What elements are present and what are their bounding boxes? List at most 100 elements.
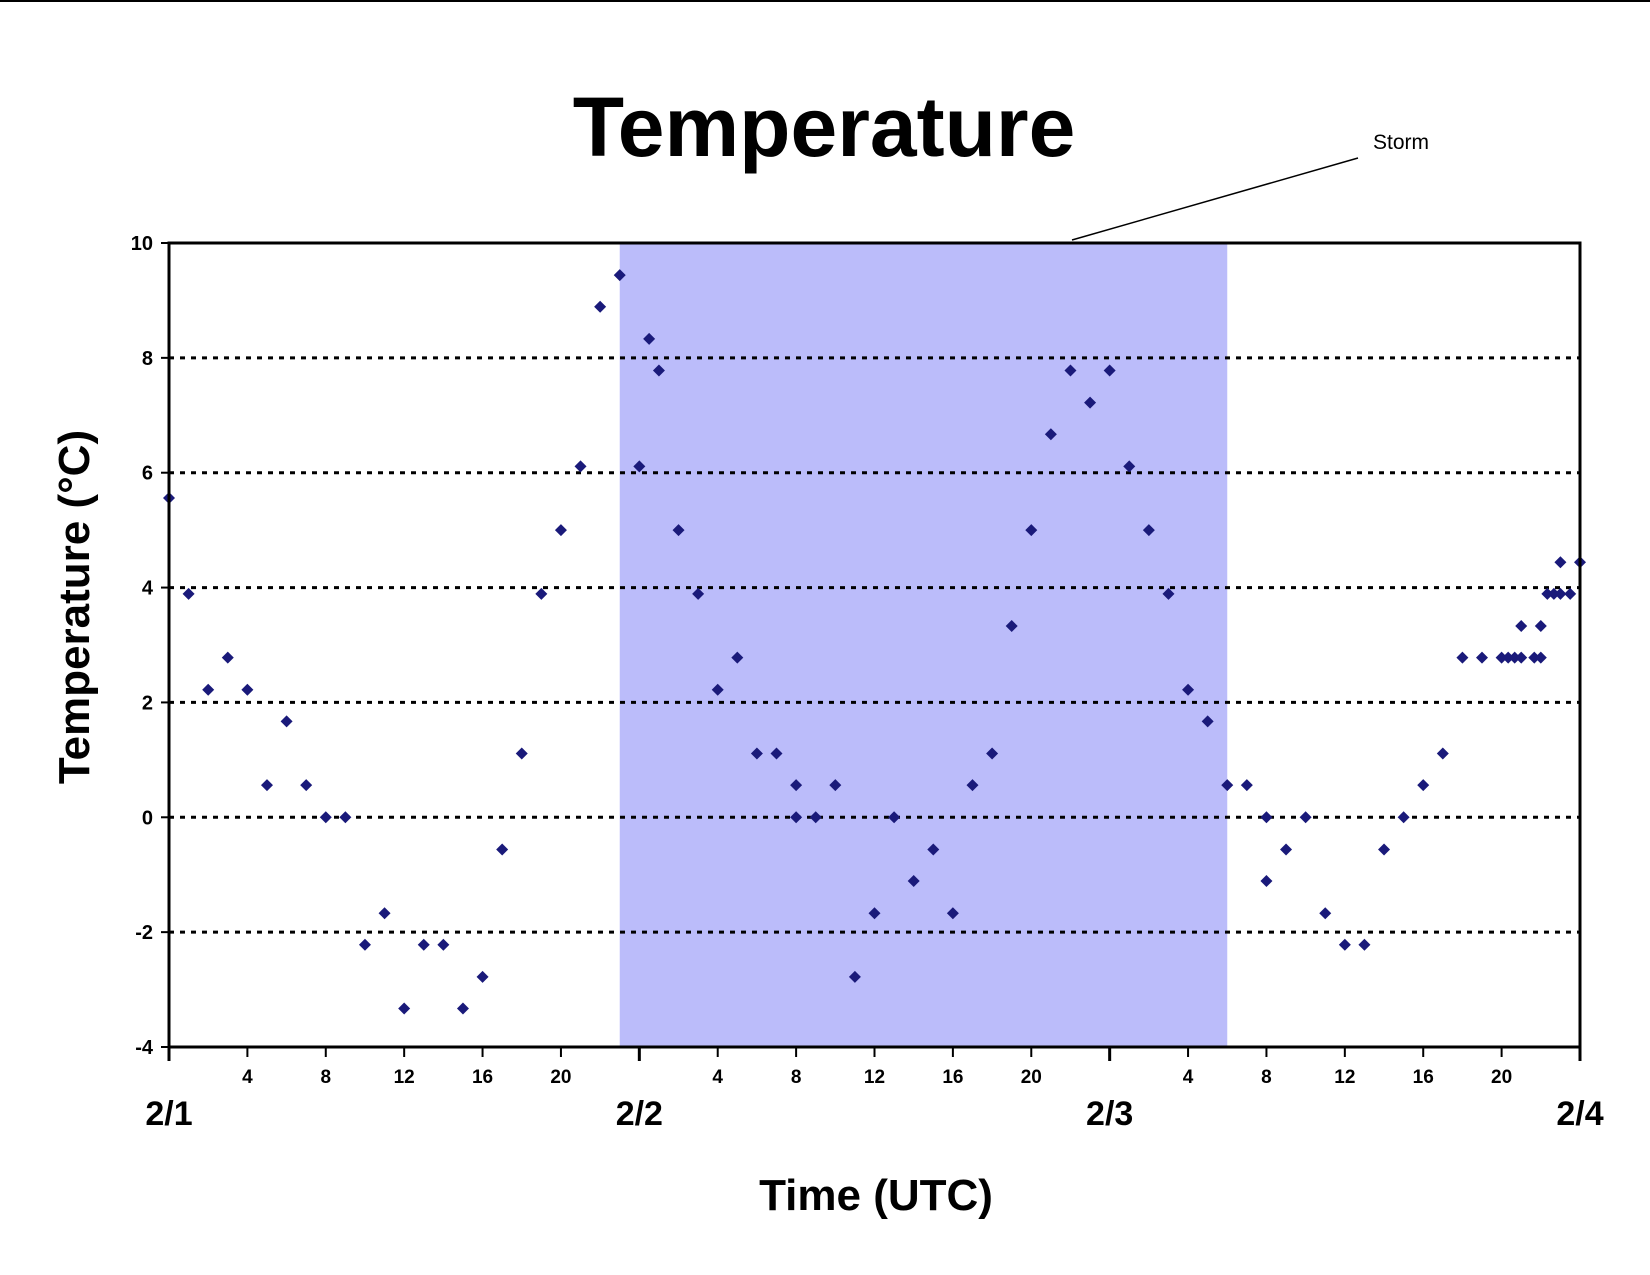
data-point: [1554, 556, 1567, 569]
data-point: [790, 779, 803, 792]
data-point: [1495, 651, 1508, 664]
x-tick-label: 12: [1334, 1067, 1355, 1088]
data-point: [711, 683, 724, 696]
data-points: [163, 269, 1586, 1015]
data-point: [829, 779, 842, 792]
data-point: [613, 269, 626, 282]
data-point: [1541, 587, 1554, 600]
data-point: [398, 1002, 411, 1015]
data-point: [358, 938, 371, 951]
data-point: [437, 938, 450, 951]
top-border-line: [0, 0, 1650, 2]
data-point: [1162, 587, 1175, 600]
x-tick-label: 20: [550, 1067, 571, 1088]
x-day-label: 2/3: [1086, 1095, 1133, 1133]
data-point: [927, 843, 940, 856]
data-point: [1103, 364, 1116, 377]
data-point: [907, 875, 920, 888]
x-tick-label: 20: [1021, 1067, 1042, 1088]
data-point: [643, 332, 656, 345]
data-point: [339, 811, 352, 824]
data-point: [1436, 747, 1449, 760]
data-point: [1547, 587, 1560, 600]
y-tick-label: -2: [135, 922, 153, 944]
data-point: [946, 907, 959, 920]
data-point: [1260, 875, 1273, 888]
data-point: [1319, 907, 1332, 920]
data-point: [280, 715, 293, 728]
tick-labels: -4 -2 0 2 4 6 8 10 4 8 12 16 20 4 8 12 16 20 4 8 12 16 20 2/1 2/…: [131, 233, 1604, 1133]
data-point: [652, 364, 665, 377]
data-point: [986, 747, 999, 760]
x-tick-label: 20: [1491, 1067, 1512, 1088]
data-point: [1397, 811, 1410, 824]
data-point: [456, 1002, 469, 1015]
y-axis-label: Temperature (°C): [50, 430, 99, 784]
data-point: [417, 938, 430, 951]
x-day-label: 2/2: [616, 1095, 663, 1133]
data-point: [1240, 779, 1253, 792]
data-point: [1005, 620, 1018, 633]
y-tick-label: 4: [142, 578, 154, 600]
storm-region-layer: [619, 243, 1228, 1047]
data-point: [1182, 683, 1195, 696]
storm-shaded-region: [619, 243, 1228, 1047]
data-point: [515, 747, 528, 760]
data-point: [633, 460, 646, 473]
storm-annotation-label: Storm: [1373, 131, 1429, 154]
data-point: [319, 811, 332, 824]
data-point: [888, 811, 901, 824]
data-point: [1123, 460, 1136, 473]
data-point: [672, 524, 685, 537]
data-point: [1515, 620, 1528, 633]
data-point: [1476, 651, 1489, 664]
data-point: [790, 811, 803, 824]
x-axis-label: Time (UTC): [759, 1171, 993, 1220]
data-point: [535, 587, 548, 600]
data-point: [1502, 651, 1515, 664]
data-point: [1564, 587, 1577, 600]
data-point: [966, 779, 979, 792]
y-tick-label: 10: [131, 233, 153, 255]
data-point: [1025, 524, 1038, 537]
y-tick-label: 6: [142, 463, 153, 485]
storm-annotation-leader: [1071, 157, 1359, 241]
data-point: [221, 651, 234, 664]
y-tick-label: 8: [142, 348, 153, 370]
x-tick-label: 16: [1413, 1067, 1434, 1088]
axis-ticks: [161, 242, 1582, 1061]
data-point: [1515, 651, 1528, 664]
data-point: [1456, 651, 1469, 664]
gridlines: [169, 356, 1580, 934]
x-day-label: 2/1: [145, 1095, 192, 1133]
x-day-label: 2/4: [1556, 1095, 1603, 1133]
x-tick-label: 12: [394, 1067, 415, 1088]
data-point: [1084, 396, 1097, 409]
data-point: [300, 779, 313, 792]
data-point: [1064, 364, 1077, 377]
data-point: [1534, 651, 1547, 664]
data-point: [809, 811, 822, 824]
data-point: [1528, 651, 1541, 664]
data-point: [1508, 651, 1521, 664]
x-tick-label: 4: [1183, 1067, 1194, 1088]
chart-title: Temperature: [573, 80, 1076, 174]
y-tick-label: -4: [135, 1037, 154, 1059]
data-point: [260, 779, 273, 792]
y-tick-label: 0: [142, 807, 153, 829]
y-tick-label: 2: [142, 692, 153, 714]
data-point: [731, 651, 744, 664]
data-point: [554, 524, 567, 537]
data-point: [496, 843, 509, 856]
x-tick-label: 4: [242, 1067, 253, 1088]
data-point: [1221, 779, 1234, 792]
data-point: [1338, 938, 1351, 951]
data-point: [1534, 620, 1547, 633]
data-point: [1417, 779, 1430, 792]
data-point: [182, 587, 195, 600]
data-point: [1142, 524, 1155, 537]
data-point: [692, 587, 705, 600]
data-point: [594, 300, 607, 313]
data-point: [848, 970, 861, 983]
